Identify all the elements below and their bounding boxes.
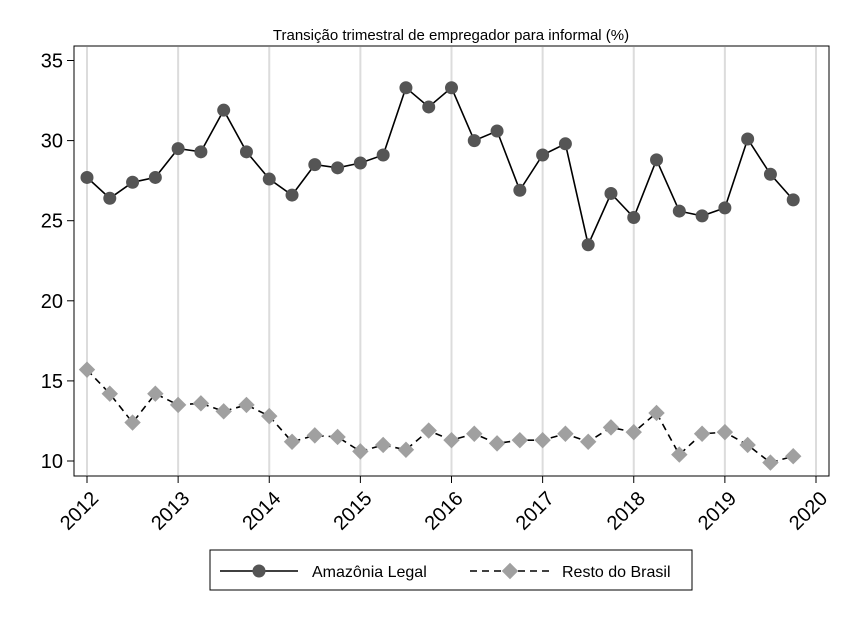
data-point-resto-do-brasil <box>283 433 301 450</box>
data-point-amazonia-legal <box>80 170 94 184</box>
data-point-amazonia-legal <box>513 183 527 197</box>
legend-marker <box>252 564 266 578</box>
x-tick-label: 2017 <box>512 488 559 535</box>
data-point-resto-do-brasil <box>192 395 210 412</box>
data-point-resto-do-brasil <box>716 423 734 441</box>
data-point-amazonia-legal <box>627 210 641 224</box>
data-point-amazonia-legal <box>467 134 481 148</box>
grid-lines <box>86 47 817 475</box>
data-point-amazonia-legal <box>399 81 413 95</box>
data-point-resto-do-brasil <box>511 431 529 449</box>
data-point-amazonia-legal <box>126 175 140 189</box>
data-point-amazonia-legal <box>604 186 618 200</box>
x-tick-label: 2018 <box>603 488 650 535</box>
y-tick-label: 30 <box>41 131 63 153</box>
x-tick-label: 2015 <box>330 488 377 535</box>
data-point-amazonia-legal <box>285 188 299 202</box>
data-point-resto-do-brasil <box>443 431 460 449</box>
data-point-amazonia-legal <box>239 145 253 159</box>
legend-marker <box>501 562 519 580</box>
x-tick-label: 2012 <box>56 488 103 535</box>
y-tick-label: 20 <box>41 291 63 313</box>
data-point-amazonia-legal <box>695 209 709 223</box>
data-point-resto-do-brasil <box>785 447 802 465</box>
data-point-resto-do-brasil <box>374 436 392 454</box>
data-point-resto-do-brasil <box>78 361 96 378</box>
data-point-resto-do-brasil <box>238 396 255 414</box>
legend-label: Amazônia Legal <box>312 564 427 581</box>
data-point-amazonia-legal <box>581 238 595 252</box>
series-line-resto-do-brasil <box>86 369 794 464</box>
data-point-resto-do-brasil <box>169 396 187 414</box>
data-point-amazonia-legal <box>262 172 276 186</box>
data-point-amazonia-legal <box>331 161 345 175</box>
y-tick-label: 15 <box>41 371 63 393</box>
x-tick-label: 2013 <box>147 488 194 535</box>
data-point-resto-do-brasil <box>466 425 483 442</box>
legend: Amazônia Legal Resto do Brasil <box>209 549 693 591</box>
data-point-amazonia-legal <box>786 193 800 207</box>
data-point-resto-do-brasil <box>557 425 574 442</box>
data-point-resto-do-brasil <box>306 427 324 444</box>
y-tick-label: 35 <box>41 51 63 73</box>
data-point-amazonia-legal <box>558 137 572 151</box>
data-point-resto-do-brasil <box>352 443 369 460</box>
data-point-amazonia-legal <box>672 204 686 218</box>
data-point-resto-do-brasil <box>420 422 437 439</box>
data-point-resto-do-brasil <box>534 431 551 449</box>
y-tick-label: 10 <box>41 451 63 473</box>
data-point-resto-do-brasil <box>215 403 232 420</box>
data-point-resto-do-brasil <box>671 446 688 463</box>
data-point-resto-do-brasil <box>648 404 665 422</box>
legend-box <box>209 549 693 591</box>
data-point-amazonia-legal <box>148 170 162 184</box>
data-point-resto-do-brasil <box>602 419 620 436</box>
data-point-amazonia-legal <box>536 148 550 162</box>
data-point-resto-do-brasil <box>397 441 415 458</box>
data-point-amazonia-legal <box>194 145 208 159</box>
y-tick-label: 25 <box>41 211 63 233</box>
x-tick-label: 2020 <box>785 488 832 535</box>
data-point-amazonia-legal <box>445 81 458 95</box>
data-point-amazonia-legal <box>763 167 777 181</box>
data-point-resto-do-brasil <box>147 385 164 402</box>
data-point-resto-do-brasil <box>261 407 278 425</box>
data-point-amazonia-legal <box>718 201 732 215</box>
data-point-amazonia-legal <box>741 132 755 146</box>
series-line-amazonia-legal <box>86 86 794 248</box>
data-point-resto-do-brasil <box>739 436 756 454</box>
data-point-resto-do-brasil <box>124 414 141 431</box>
axes: 2012 2013 2014 2015 2016 2017 2018 2019 2020 10 15… <box>41 45 832 535</box>
x-tick-label: 2014 <box>238 488 285 535</box>
x-tick-label: 2016 <box>421 488 468 535</box>
data-point-resto-do-brasil <box>762 454 779 471</box>
data-point-amazonia-legal <box>376 148 390 162</box>
x-tick-label: 2019 <box>694 488 741 535</box>
chart-title: Transição trimestral de empregador para … <box>273 27 629 44</box>
data-point-resto-do-brasil <box>693 425 711 442</box>
data-point-resto-do-brasil <box>488 435 506 452</box>
data-point-resto-do-brasil <box>579 433 597 450</box>
data-point-amazonia-legal <box>650 153 664 167</box>
data-point-resto-do-brasil <box>329 428 346 446</box>
data-point-amazonia-legal <box>490 124 504 138</box>
data-point-amazonia-legal <box>422 100 436 114</box>
data-point-resto-do-brasil <box>101 385 118 402</box>
legend-label: Resto do Brasil <box>562 564 671 581</box>
data-point-amazonia-legal <box>103 191 117 205</box>
data-point-amazonia-legal <box>171 142 185 156</box>
data-point-amazonia-legal <box>308 158 322 172</box>
data-point-amazonia-legal <box>353 156 367 170</box>
data-point-amazonia-legal <box>217 103 231 117</box>
series-layer <box>78 81 802 471</box>
data-point-resto-do-brasil <box>625 423 642 441</box>
